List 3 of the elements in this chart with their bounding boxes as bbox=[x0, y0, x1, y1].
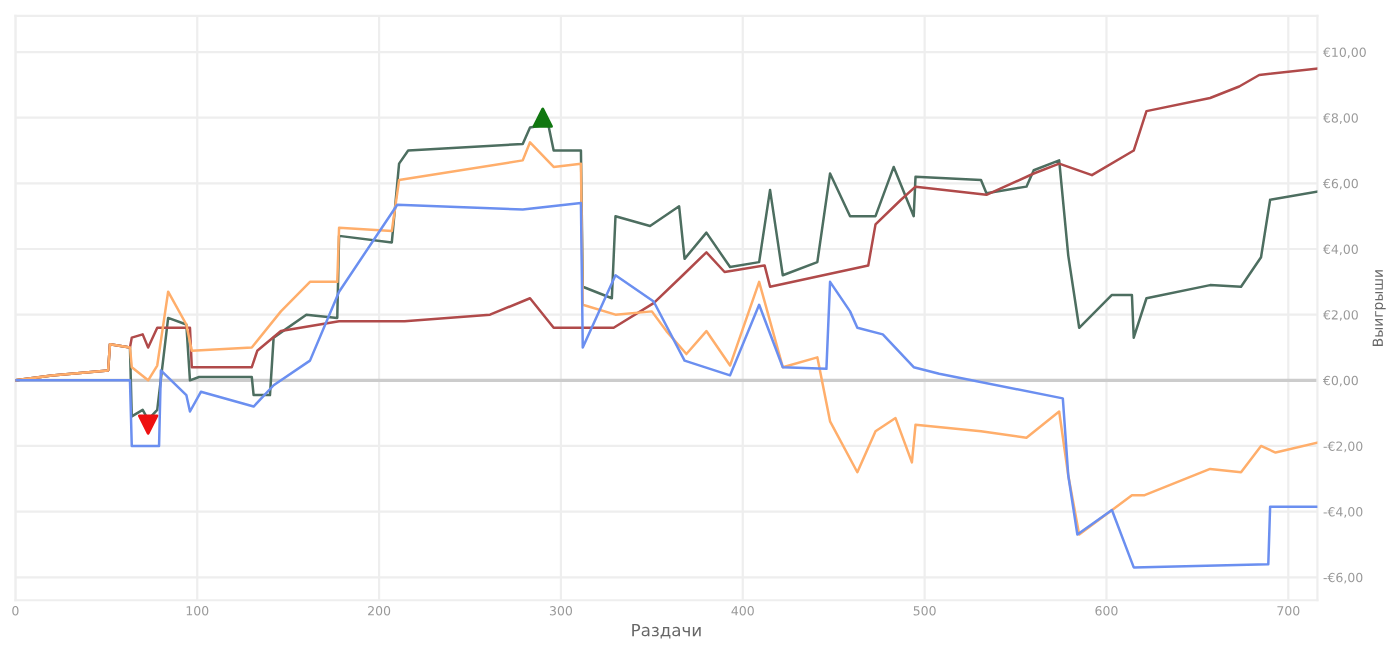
line-series bbox=[15, 201, 1318, 569]
x-axis-title: Раздачи bbox=[632, 623, 701, 639]
line-series bbox=[15, 141, 1318, 536]
